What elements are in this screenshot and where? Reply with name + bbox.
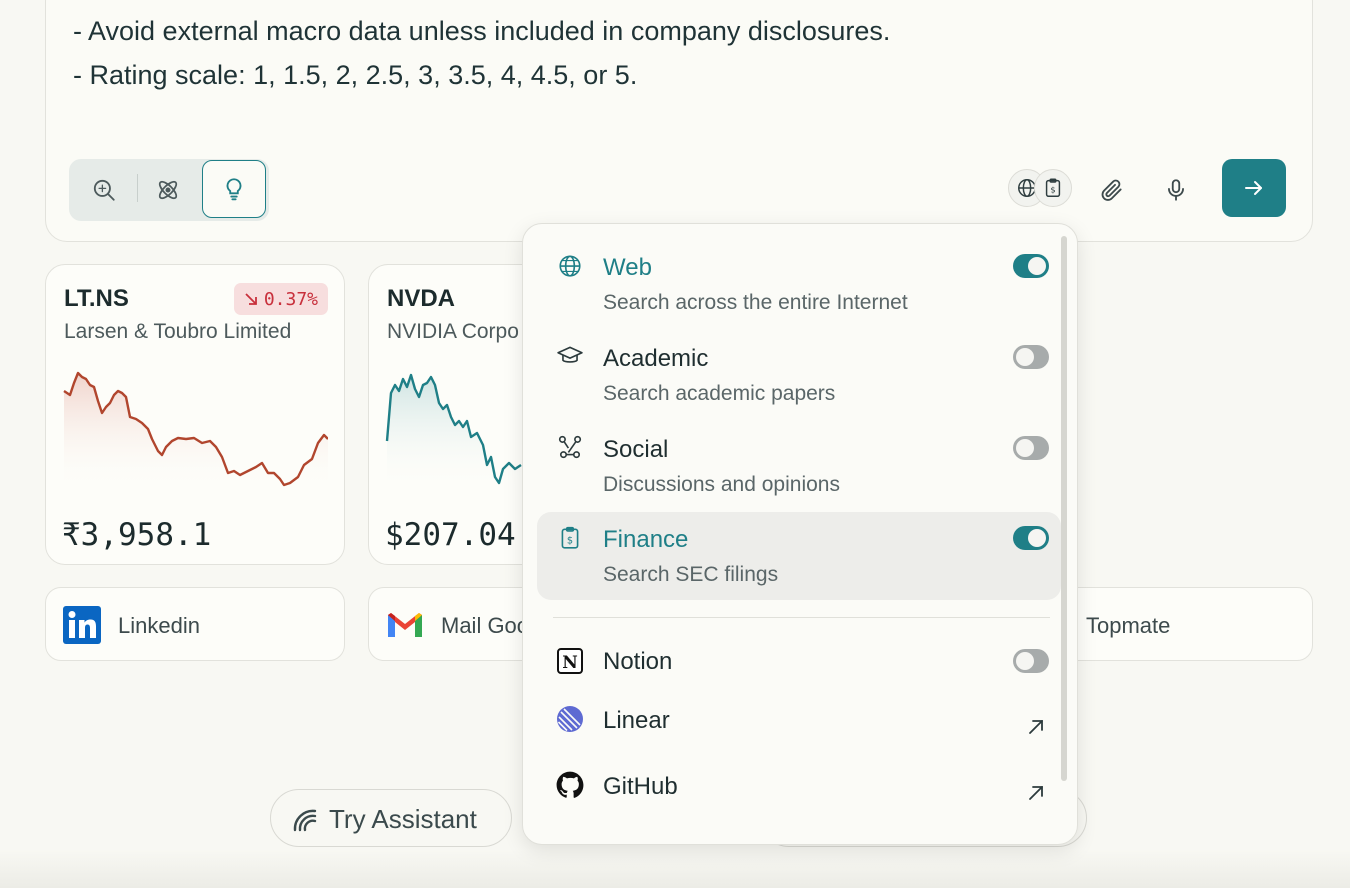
notion-logo: N [555, 646, 585, 676]
source-item-web[interactable]: Web Search across the entire Internet [537, 240, 1061, 326]
connector-label: Mail Goo [441, 613, 530, 638]
arrow-right-icon [1245, 181, 1262, 195]
mode-divider [137, 174, 138, 202]
dropdown-divider [553, 617, 1050, 618]
github-logo [555, 770, 585, 800]
query-line: - Rating scale: 1, 1.5, 2, 2.5, 3, 3.5, … [73, 60, 638, 90]
stock-ticker: NVDA [387, 285, 456, 312]
source-title: Finance [603, 526, 689, 553]
query-line: - Avoid external macro data unless inclu… [73, 16, 891, 46]
submit-button[interactable] [1222, 159, 1286, 217]
notion-toggle[interactable] [1013, 649, 1049, 673]
stock-price: ₹3,958.1 [62, 517, 212, 553]
globe-icon [555, 251, 585, 281]
connector-linkedin[interactable]: Linkedin [45, 587, 345, 661]
source-item-finance[interactable]: $ Finance Search SEC filings [537, 512, 1061, 600]
paperclip-icon [1101, 179, 1122, 201]
change-badge: 0.37% [233, 283, 328, 315]
query-text[interactable]: - Avoid external macro data unless inclu… [73, 9, 890, 97]
attach-button[interactable] [1093, 171, 1131, 209]
integration-item-notion[interactable]: N Notion [537, 634, 1061, 690]
social-network-icon [555, 432, 585, 462]
finance-clipboard-icon: $ [1034, 169, 1072, 207]
source-title: Academic [603, 345, 709, 372]
source-title: Web [603, 254, 652, 281]
academic-toggle[interactable] [1013, 345, 1049, 369]
company-name: NVIDIA Corpo [387, 320, 519, 343]
source-subtitle: Search academic papers [603, 382, 836, 405]
source-subtitle: Search SEC filings [603, 563, 779, 586]
source-item-social[interactable]: Social Discussions and opinions [537, 422, 1061, 508]
bottom-fade [0, 850, 1350, 888]
integration-title: Notion [603, 648, 673, 675]
sources-dropdown: Web Search across the entire Internet Ac… [522, 223, 1078, 845]
integration-title: GitHub [603, 773, 678, 800]
stock-price: $207.04 [385, 517, 516, 553]
pill-label: Try Assistant [329, 804, 477, 834]
change-value: 0.37% [263, 288, 318, 310]
svg-text:$: $ [1050, 185, 1055, 195]
finance-clipboard-icon: $ [555, 523, 585, 553]
try-assistant-button[interactable]: Try Assistant [270, 789, 512, 847]
connector-label: Linkedin [118, 613, 200, 638]
research-mode-button[interactable] [137, 159, 199, 221]
search-sparkle-icon [93, 179, 115, 201]
source-title: Social [603, 436, 669, 463]
atom-icon [158, 180, 178, 200]
reason-mode-button[interactable] [202, 160, 266, 218]
linear-logo [555, 704, 585, 734]
external-link-icon[interactable] [1025, 782, 1047, 804]
external-link-icon[interactable] [1025, 716, 1047, 738]
mode-selector [69, 159, 269, 221]
source-subtitle: Search across the entire Internet [603, 291, 908, 314]
sparkline-chart [63, 371, 328, 490]
sparkline-chart [385, 373, 522, 490]
web-toggle[interactable] [1013, 254, 1049, 278]
connector-label: Topmate [1086, 613, 1171, 638]
company-name: Larsen & Toubro Limited [64, 320, 292, 343]
integration-item-linear[interactable]: Linear [537, 694, 1061, 750]
svg-text:N: N [562, 653, 578, 673]
source-item-academic[interactable]: Academic Search academic papers [537, 331, 1061, 417]
stock-card-lt[interactable]: LT.NS 0.37% Larsen & Toubro Limited ₹3,9… [45, 264, 345, 565]
integration-title: Linear [603, 707, 670, 734]
gmail-logo [388, 613, 422, 637]
lightbulb-icon [226, 178, 242, 201]
assistant-icon [293, 809, 317, 832]
stock-ticker: LT.NS [64, 285, 129, 312]
search-mode-button[interactable] [73, 159, 135, 221]
microphone-icon [1168, 179, 1184, 201]
graduation-cap-icon [555, 341, 585, 371]
integration-item-github[interactable]: GitHub [537, 760, 1061, 816]
finance-toggle[interactable] [1013, 526, 1049, 550]
dropdown-scrollbar[interactable] [1061, 236, 1067, 781]
social-toggle[interactable] [1013, 436, 1049, 460]
source-subtitle: Discussions and opinions [603, 473, 840, 496]
arrow-down-right-icon [245, 293, 257, 305]
query-box[interactable]: - Avoid external macro data unless inclu… [45, 0, 1313, 242]
linkedin-logo [63, 606, 101, 644]
sources-button[interactable]: $ [1008, 169, 1074, 209]
microphone-button[interactable] [1157, 171, 1195, 209]
svg-text:$: $ [567, 535, 573, 546]
